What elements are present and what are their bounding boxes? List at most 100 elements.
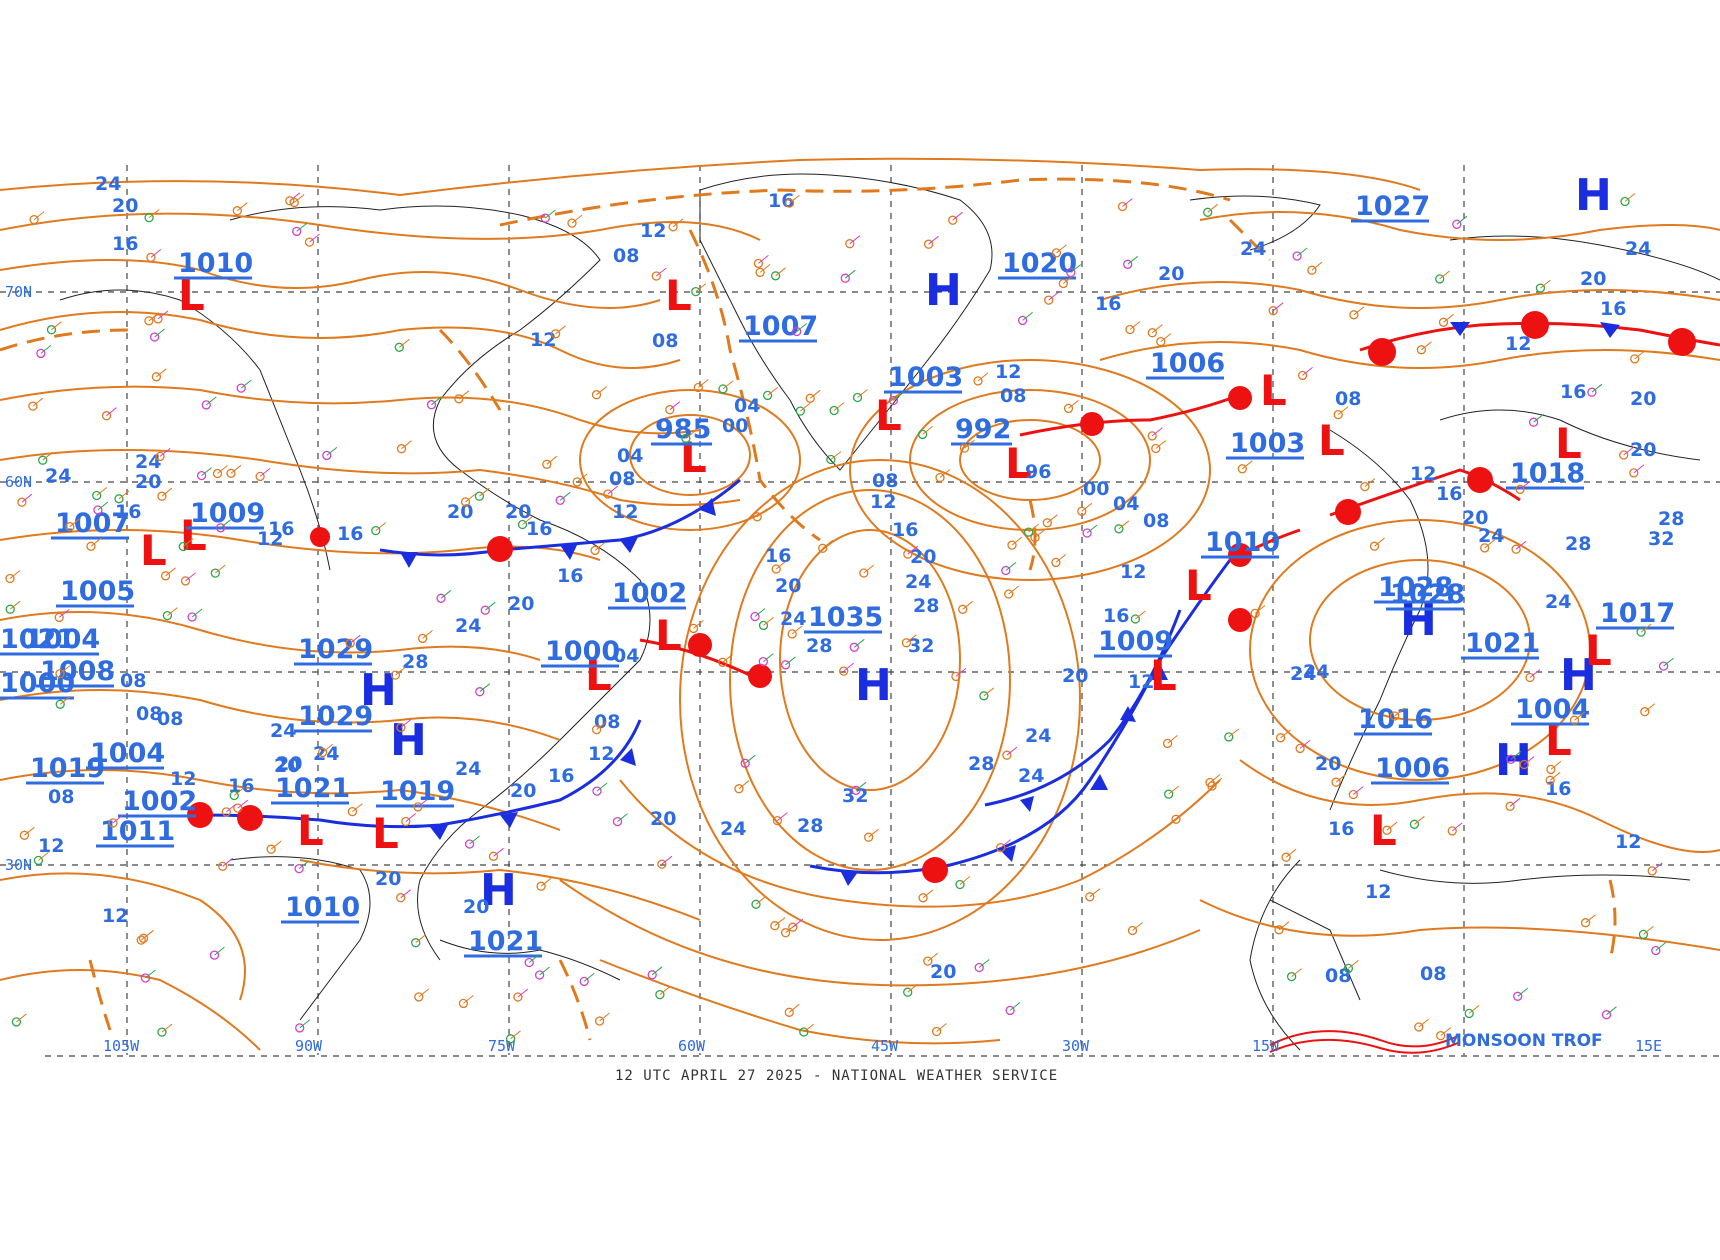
- isobar-label: 08: [1143, 510, 1169, 532]
- wind-barb: [106, 407, 117, 417]
- wind-barb: [375, 522, 387, 531]
- station-marker: [647, 970, 657, 980]
- low-symbol: L: [1585, 626, 1612, 675]
- station-marker: [1647, 866, 1657, 876]
- low-symbol: L: [1150, 651, 1177, 700]
- wind-barb: [40, 345, 52, 354]
- station-marker: [755, 267, 765, 278]
- high-symbol: H: [855, 660, 892, 711]
- isobar-label: 20: [463, 896, 489, 918]
- wind-barb: [1089, 888, 1101, 898]
- wind-barb: [1337, 406, 1349, 415]
- high-symbol: H: [480, 865, 517, 916]
- station-marker: [845, 239, 855, 249]
- wind-barb: [1005, 562, 1017, 571]
- station-marker: [540, 213, 550, 223]
- station-marker: [28, 401, 38, 411]
- wind-barb: [431, 396, 442, 406]
- station-marker: [396, 444, 407, 454]
- low-pressure-value: 985: [655, 414, 711, 445]
- isobar-label: 20: [1630, 388, 1656, 410]
- station-marker: [390, 670, 401, 680]
- wind-barb: [792, 918, 804, 928]
- wind-barb: [1081, 502, 1093, 512]
- high-symbol: H: [1560, 650, 1597, 701]
- wind-barb: [191, 608, 203, 618]
- station-marker: [1629, 468, 1639, 478]
- isobar-label: 16: [557, 565, 583, 587]
- station-marker: [951, 671, 961, 682]
- isobar-label: 16: [1103, 605, 1129, 627]
- lon-label: 105W: [103, 1037, 140, 1055]
- station-marker: [1389, 711, 1400, 721]
- station-marker: [1620, 196, 1630, 207]
- low-pressure-value: 1003: [888, 362, 963, 393]
- isobar-label: 24: [455, 758, 481, 780]
- station-marker: [513, 992, 523, 1002]
- wind-barb: [1529, 669, 1541, 678]
- station-marker: [347, 806, 358, 817]
- station-marker: [1156, 336, 1166, 347]
- station-marker: [46, 325, 57, 335]
- isobar-label: 24: [270, 720, 296, 742]
- low-pressure-value: 1009: [1098, 626, 1173, 657]
- isobar-label: 20: [1580, 268, 1606, 290]
- station-marker: [86, 541, 96, 551]
- wind-barb: [695, 283, 707, 292]
- high-pressure-value: 1021: [0, 624, 75, 655]
- station-marker: [973, 376, 983, 386]
- wind-barb: [596, 782, 608, 792]
- wind-barb: [594, 542, 606, 551]
- isobar-label: 20: [510, 780, 536, 802]
- wind-barb: [791, 625, 803, 635]
- wind-barb: [154, 328, 165, 338]
- station-marker: [1044, 295, 1054, 305]
- station-marker: [1505, 801, 1515, 811]
- station-marker: [1638, 929, 1649, 940]
- wind-barb: [220, 519, 231, 529]
- station-marker: [770, 271, 781, 281]
- station-marker: [979, 691, 989, 701]
- station-marker: [935, 472, 945, 483]
- station-marker: [1224, 732, 1234, 742]
- wind-barb: [774, 917, 786, 927]
- isobar-label: 16: [1095, 293, 1121, 315]
- station-marker: [1004, 589, 1014, 599]
- station-marker: [591, 724, 602, 735]
- wind-barb: [1623, 446, 1635, 456]
- station-marker: [221, 807, 231, 817]
- station-marker: [436, 593, 446, 603]
- station-marker: [401, 816, 411, 827]
- isobar-label: 20: [1158, 263, 1184, 285]
- isobar-label: 12: [1365, 881, 1391, 903]
- station-marker: [5, 573, 15, 584]
- wind-barb: [855, 781, 867, 791]
- isobar-label: 04: [617, 445, 643, 467]
- wind-barb: [672, 218, 684, 228]
- wind-barb: [185, 572, 196, 582]
- station-marker: [1117, 201, 1128, 212]
- isobar-label: 16: [268, 518, 294, 540]
- isobar-label: 12: [530, 329, 556, 351]
- isobar-label: 08: [136, 703, 162, 725]
- low-pressure-value: 1002: [122, 786, 197, 817]
- wind-barb: [1291, 968, 1302, 977]
- wind-barb: [809, 389, 821, 399]
- wind-barb: [148, 312, 160, 322]
- station-marker: [201, 400, 211, 410]
- station-marker: [1007, 540, 1017, 550]
- wind-barb: [296, 223, 308, 232]
- wind-barb: [1055, 554, 1067, 563]
- station-marker: [651, 271, 661, 281]
- station-marker: [294, 863, 304, 874]
- station-marker: [799, 1027, 809, 1037]
- wind-barb: [571, 214, 583, 224]
- high-pressure-value: 1029: [298, 634, 373, 665]
- station-marker: [770, 921, 780, 931]
- wind-barb: [1160, 333, 1172, 342]
- wind-barb: [469, 835, 480, 845]
- wind-barb: [1155, 440, 1167, 449]
- wind-barb: [1523, 756, 1535, 765]
- low-symbol: L: [1005, 439, 1032, 488]
- wind-barb: [322, 744, 333, 753]
